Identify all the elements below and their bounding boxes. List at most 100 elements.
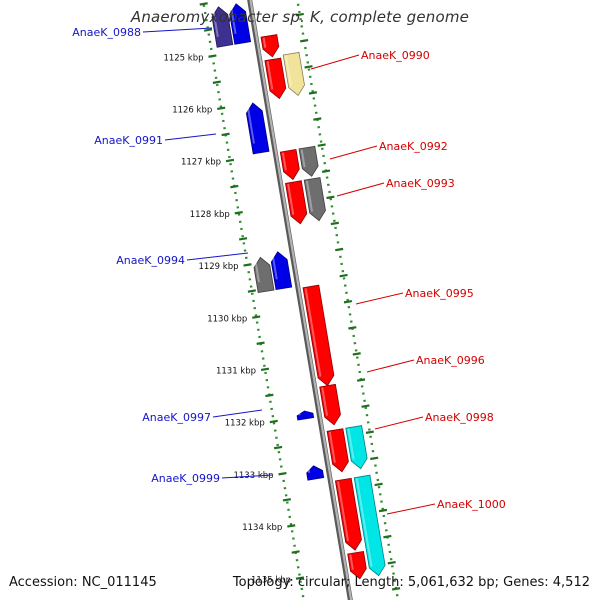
ruler-tick	[308, 91, 318, 95]
ruler-tick	[352, 352, 361, 356]
gene-label-anaek_0999: AnaeK_0999	[151, 472, 220, 485]
gene-highlight	[284, 55, 293, 87]
label-leader-line	[386, 503, 436, 515]
gene-highlight	[254, 259, 260, 283]
ruler-tick	[391, 587, 401, 591]
gene-highlight	[212, 8, 219, 38]
gene-label-anaek_0990: AnaeK_0990	[361, 49, 430, 62]
gene-arrow-pale-yellow	[282, 51, 305, 96]
ruler-tick	[387, 560, 396, 565]
ruler-tick	[225, 158, 235, 163]
gene-highlight	[355, 478, 373, 567]
ruler-tick	[317, 143, 326, 147]
ruler-tick	[199, 2, 208, 6]
gene-highlight	[328, 431, 336, 463]
ruler-tick	[339, 273, 348, 278]
ruler-tick	[221, 132, 230, 137]
backbone-line	[249, 0, 353, 600]
outer-ruler	[296, 0, 400, 600]
gene-highlight	[271, 253, 278, 280]
gene-highlight	[321, 387, 329, 416]
ruler-tick-label: 1130 kbp	[207, 314, 247, 324]
ruler-tick	[304, 65, 313, 69]
ruler-tick	[295, 12, 304, 17]
label-leader-line	[221, 474, 273, 479]
gene-highlight	[305, 180, 314, 212]
genome-summary-text: Topology: circular; Length: 5,061,632 bp…	[232, 575, 590, 590]
ruler-tick-label: 1125 kbp	[163, 53, 203, 63]
ruler-tick	[365, 430, 374, 434]
label-leader-line	[310, 54, 360, 70]
gene-highlight	[287, 183, 295, 215]
gene-label-anaek_0995: AnaeK_0995	[405, 287, 474, 300]
ruler-tick-label: 1132 kbp	[225, 419, 265, 429]
gene-highlight	[307, 467, 311, 474]
ruler-tick	[300, 38, 309, 43]
ruler-tick-label: 1126 kbp	[172, 105, 212, 115]
gene-arrow-anaek_0994	[253, 256, 275, 294]
gene-arrow-anaek_0991	[245, 102, 270, 155]
label-leader-line	[374, 416, 424, 430]
label-layer: AnaeK_0988 AnaeK_0991 AnaeK_0994 AnaeK_0997…	[72, 26, 506, 515]
ruler-tick	[287, 524, 296, 528]
gene-arrow-anaek_0988	[211, 6, 234, 48]
gene-highlight	[304, 288, 322, 377]
gene-layer	[211, 3, 386, 580]
label-leader-line	[336, 182, 385, 197]
label-leader-line	[164, 133, 217, 141]
gene-highlight	[229, 5, 237, 35]
gene-arrow-anaek_0997	[296, 410, 315, 421]
label-leader-line	[366, 359, 415, 373]
ruler-tick	[247, 289, 256, 293]
ruler-tick	[370, 456, 379, 461]
gene-arrow-anaek_0996	[319, 383, 341, 426]
gene-label-anaek_0988: AnaeK_0988	[72, 26, 141, 39]
ruler-tick	[273, 445, 283, 450]
ruler-tick	[383, 534, 392, 539]
ruler-tick	[260, 367, 270, 372]
ruler-tick	[361, 404, 370, 408]
ruler-tick	[265, 393, 274, 398]
gene-arrow-blue	[270, 251, 293, 291]
gene-arrow-blue	[229, 3, 252, 45]
ruler-tick	[330, 221, 339, 226]
gene-label-anaek_0998: AnaeK_0998	[425, 411, 494, 424]
gene-arrow-anaek_0990	[264, 57, 287, 100]
gene-highlight	[349, 554, 354, 570]
ruler-tick-label: 1135 kbp	[251, 575, 291, 585]
ruler-tick	[374, 482, 383, 487]
ruler-tick-label: 1127 kbp	[181, 158, 221, 168]
ruler-tick	[269, 419, 278, 424]
gene-arrow-gray	[298, 145, 319, 177]
ruler-tick	[282, 498, 292, 502]
ruler-tick	[217, 106, 226, 111]
ruler-tick	[321, 169, 331, 173]
gene-arrow-cyan	[353, 474, 386, 577]
ruler-tick	[238, 237, 248, 241]
gene-highlight	[337, 481, 350, 542]
gene-arrow-forward-red	[347, 550, 367, 580]
backbone-layer	[247, 0, 353, 600]
ruler-tick	[212, 80, 221, 84]
label-leader-line	[186, 252, 249, 261]
label-leader-line	[329, 145, 378, 160]
gene-arrow-anaek_0998	[326, 428, 349, 473]
ruler-tick	[291, 550, 300, 554]
label-leader-line	[355, 292, 404, 305]
ruler-tick	[356, 378, 366, 382]
ruler-tick-label: 1128 kbp	[190, 210, 230, 220]
ruler-tick-label: 1129 kbp	[198, 262, 238, 272]
ruler-tick	[208, 54, 217, 58]
label-leader-line	[212, 409, 263, 418]
gene-highlight	[347, 428, 355, 460]
ruler-tick	[295, 576, 305, 580]
gene-label-anaek_1000: AnaeK_1000	[437, 498, 506, 511]
gene-highlight	[246, 104, 255, 144]
label-leader-line	[142, 27, 213, 33]
gene-label-anaek_0996: AnaeK_0996	[416, 354, 485, 367]
gene-arrow-anaek_0999	[306, 465, 325, 481]
gene-label-anaek_0992: AnaeK_0992	[379, 140, 448, 153]
ruler-tick	[252, 315, 261, 319]
gene-arrow-forward-red	[260, 34, 280, 58]
